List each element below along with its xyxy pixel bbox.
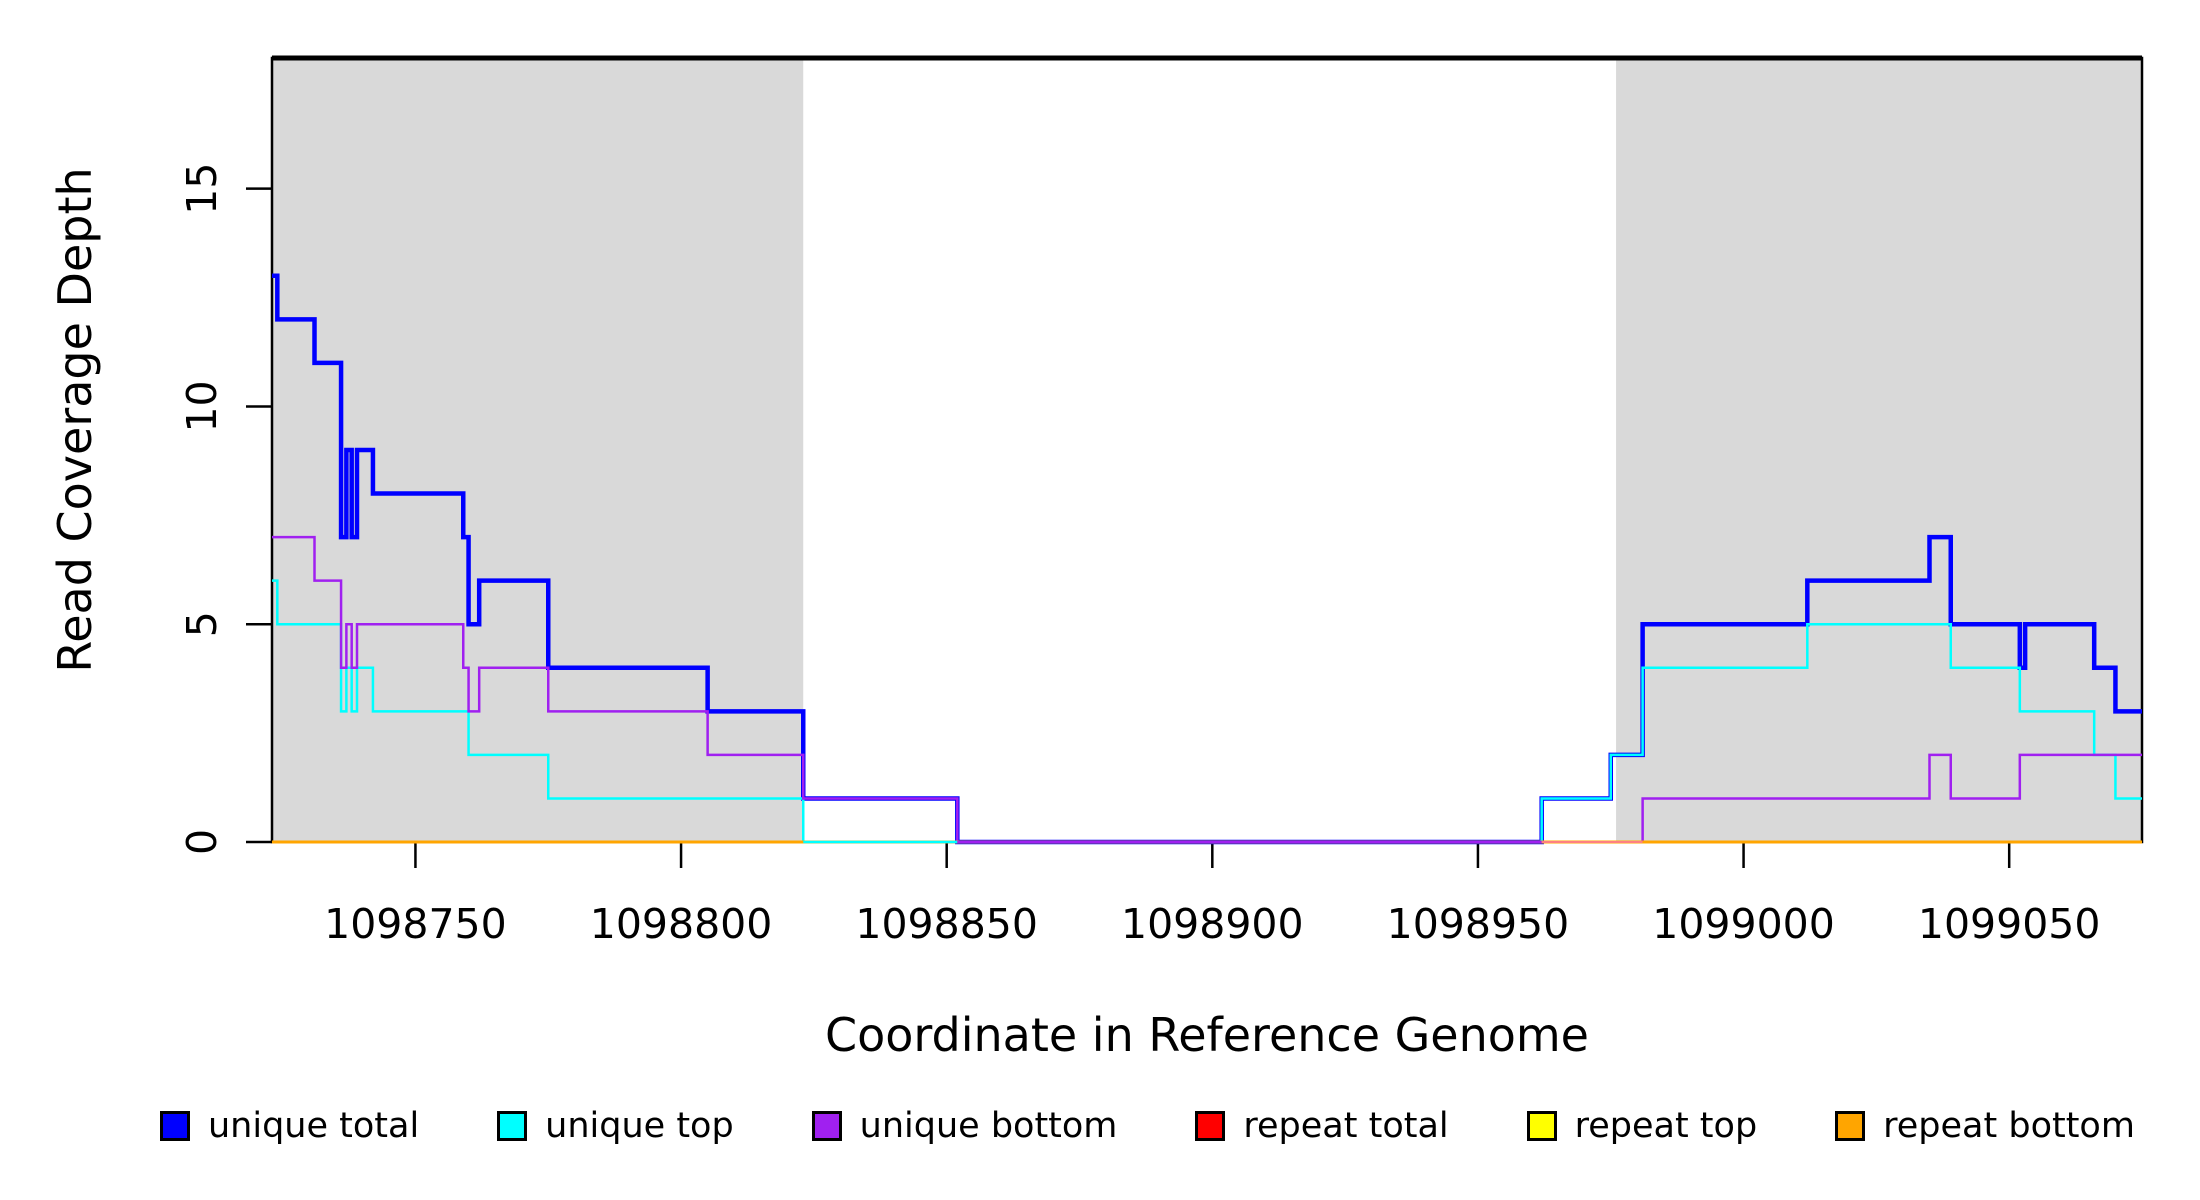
x-tick-label: 1098800: [590, 900, 773, 948]
x-tick-label: 1098850: [855, 900, 1038, 948]
series-line-unique-top: [272, 579, 2142, 844]
legend-item-unique-top: unique top: [497, 1106, 734, 1146]
x-tick-label: 1099000: [1652, 900, 1835, 948]
series-line-unique-bottom: [272, 535, 2142, 844]
x-tick-label: 1099050: [1918, 900, 2101, 948]
legend-label: repeat total: [1243, 1106, 1449, 1146]
legend-label: unique bottom: [859, 1106, 1118, 1146]
y-tick-label: 10: [178, 380, 226, 432]
legend: unique total unique top unique bottom repea…: [160, 1106, 2135, 1146]
x-tick-label: 1098950: [1387, 900, 1570, 948]
legend-item-repeat-bottom: repeat bottom: [1835, 1106, 2135, 1146]
shaded-region: [1616, 58, 2142, 842]
y-axis-title: Read Coverage Depth: [48, 167, 102, 673]
legend-label: unique total: [208, 1106, 420, 1146]
legend-label: repeat top: [1574, 1106, 1758, 1146]
x-tick-label: 1098750: [324, 900, 507, 948]
unique-bottom-swatch: [811, 1111, 842, 1141]
legend-item-repeat-total: repeat total: [1195, 1106, 1449, 1146]
legend-label: repeat bottom: [1883, 1106, 2135, 1146]
repeat-bottom-swatch: [1835, 1111, 1866, 1141]
legend-item-unique-total: unique total: [160, 1106, 419, 1146]
unique-total-swatch: [160, 1111, 190, 1141]
legend-item-repeat-top: repeat top: [1526, 1106, 1758, 1146]
series-line-unique-total: [272, 273, 2142, 845]
legend-label: unique top: [545, 1106, 734, 1146]
unique-top-swatch: [497, 1111, 528, 1141]
x-axis-title: Coordinate in Reference Genome: [825, 1008, 1589, 1062]
y-tick-label: 15: [178, 163, 226, 215]
x-tick-label: 1098900: [1121, 900, 1304, 948]
repeat-total-swatch: [1195, 1111, 1226, 1141]
repeat-top-swatch: [1526, 1111, 1557, 1141]
legend-item-unique-bottom: unique bottom: [811, 1106, 1118, 1146]
y-tick-label: 0: [178, 829, 226, 855]
y-tick-label: 5: [178, 611, 226, 637]
